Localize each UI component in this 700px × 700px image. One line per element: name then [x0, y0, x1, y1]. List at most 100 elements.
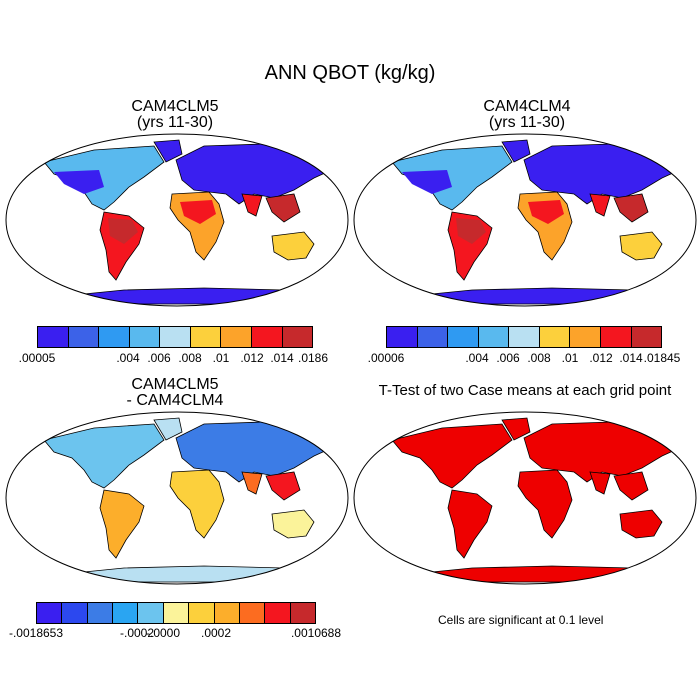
landmass-north-america	[391, 423, 513, 489]
landmass-australia	[619, 231, 663, 261]
map-outline	[5, 133, 349, 307]
landmass-india	[589, 193, 611, 217]
tropical-maximum-africa	[180, 200, 216, 224]
landmass-se-asia	[613, 471, 649, 501]
landmass-africa	[169, 469, 225, 539]
colorbar-box	[509, 327, 540, 347]
colorbar-tick-label: .008	[527, 351, 551, 365]
landmass-australia	[271, 509, 315, 539]
colorbar-box	[448, 327, 479, 347]
colorbar-tick-label: .014	[619, 351, 643, 365]
panel1-title-line1: CAM4CLM5	[131, 98, 219, 115]
landmass-india	[241, 471, 263, 495]
colorbar-box	[189, 603, 215, 623]
landmass-india	[589, 471, 611, 495]
colorbar-tick-label: .004	[116, 351, 140, 365]
colorbar-tick-label: .006	[496, 351, 520, 365]
colorbar-tick-label: -.0000	[145, 626, 181, 640]
landmass-india	[241, 193, 263, 217]
colorbar-box	[138, 603, 164, 623]
colorbar-tick-label: .01	[212, 351, 230, 365]
cold-region-north-america	[54, 170, 104, 194]
cold-region-north-america	[402, 170, 452, 194]
colorbar-box	[282, 327, 313, 347]
colorbar-box	[631, 327, 662, 347]
landmass-africa	[517, 469, 573, 539]
tropical-maximum-south-america	[108, 218, 138, 244]
landmass-south-america	[447, 489, 493, 559]
colorbar-tick-label: .0010688	[290, 626, 342, 640]
landmass-greenland	[153, 417, 183, 441]
colorbar-box	[417, 327, 449, 347]
colorbar-box	[387, 327, 418, 347]
landmass-greenland	[153, 139, 183, 163]
map-cam4clm5	[5, 133, 349, 307]
colorbar-box	[62, 603, 88, 623]
landmass-se-asia	[265, 471, 301, 501]
tropical-maximum-south-america	[456, 218, 486, 244]
panel2-title-line1: CAM4CLM4	[483, 98, 571, 115]
landmass-australia	[271, 231, 315, 261]
colorbar-tick-label: .00005	[18, 351, 56, 365]
colorbar-box	[600, 327, 632, 347]
colorbar-box	[37, 603, 63, 623]
landmass-australia	[619, 509, 663, 539]
colorbar-box	[129, 327, 161, 347]
figure-title: ANN QBOT (kg/kg)	[264, 62, 436, 84]
colorbar-box	[251, 327, 283, 347]
colorbar-box	[290, 603, 315, 623]
tropical-maximum-africa	[528, 200, 564, 224]
colorbar-box	[160, 327, 191, 347]
colorbar-tick-label: .006	[147, 351, 171, 365]
colorbar-tick-label: .01845	[643, 351, 681, 365]
colorbar-box	[38, 327, 69, 347]
panel4-title: T-Test of two Case means at each grid po…	[352, 383, 698, 399]
colorbar-box	[539, 327, 571, 347]
panel1-title: CAM4CLM5 (yrs 11-30)	[45, 99, 305, 131]
colorbar-box	[99, 327, 130, 347]
colorbar-difference	[36, 602, 316, 624]
panel3-title: CAM4CLM5 - CAM4CLM4	[45, 377, 305, 409]
map-outline	[353, 133, 697, 307]
colorbar-tick-label: .012	[589, 351, 613, 365]
colorbar-cam4clm4	[386, 326, 662, 348]
colorbar-tick-label: .01	[561, 351, 579, 365]
colorbar-box	[68, 327, 100, 347]
panel2-title: CAM4CLM4 (yrs 11-30)	[397, 99, 657, 131]
colorbar-tick-label: .014	[270, 351, 294, 365]
colorbar-tick-label: -.0002	[119, 626, 155, 640]
colorbar-box	[478, 327, 510, 347]
landmass-greenland	[501, 417, 531, 441]
landmass-south-america	[99, 489, 145, 559]
panel2-title-line2: (yrs 11-30)	[488, 114, 566, 131]
colorbar-box	[113, 603, 139, 623]
map-outline	[5, 411, 349, 585]
landmass-greenland	[501, 139, 531, 163]
landmass-se-asia	[613, 193, 649, 223]
colorbar-box	[265, 603, 291, 623]
panel3-title-line1: CAM4CLM5	[131, 376, 219, 393]
colorbar-box	[190, 327, 222, 347]
landmass-north-america	[43, 423, 165, 489]
colorbar-tick-label: .00006	[367, 351, 405, 365]
colorbar-tick-label: -.0018653	[8, 626, 64, 640]
colorbar-cam4clm5	[37, 326, 313, 348]
colorbar-tick-label: .004	[465, 351, 489, 365]
map-ttest	[353, 411, 697, 585]
colorbar-box	[163, 603, 190, 623]
landmass-se-asia	[265, 193, 301, 223]
colorbar-box	[87, 603, 114, 623]
colorbar-tick-label: .008	[178, 351, 202, 365]
colorbar-tick-label: .0186	[297, 351, 329, 365]
panel3-title-line2: - CAM4CLM4	[126, 392, 224, 409]
colorbar-box	[214, 603, 240, 623]
panel4-title-line1: T-Test of two Case means at each grid po…	[378, 382, 672, 399]
panel1-title-line2: (yrs 11-30)	[136, 114, 214, 131]
colorbar-box	[221, 327, 252, 347]
map-cam4clm4	[353, 133, 697, 307]
colorbar-tick-label: .0002	[200, 626, 232, 640]
colorbar-box	[570, 327, 601, 347]
significance-note: Cells are significant at 0.1 level	[438, 613, 604, 627]
map-difference	[5, 411, 349, 585]
colorbar-tick-label: .012	[240, 351, 264, 365]
